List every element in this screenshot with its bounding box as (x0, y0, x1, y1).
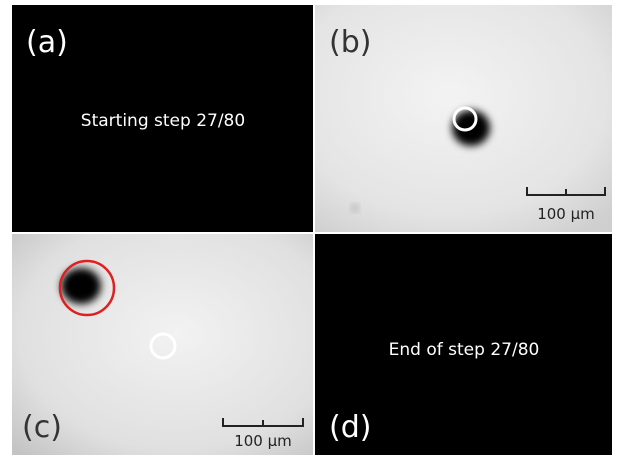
panel-label: (c) (22, 410, 62, 445)
status-text: Starting step 27/80 (81, 111, 245, 131)
status-text: End of step 27/80 (389, 340, 540, 360)
figure: (a) Starting step 27/80 (b) 100 µm (c) 1… (0, 0, 618, 457)
scale-label: 100 µm (537, 205, 595, 223)
particle (61, 268, 101, 304)
scale-label: 100 µm (234, 432, 292, 450)
speck (352, 205, 358, 211)
panel-label: (a) (26, 25, 68, 60)
panel-label: (d) (329, 410, 371, 445)
panel-label: (b) (329, 25, 371, 60)
